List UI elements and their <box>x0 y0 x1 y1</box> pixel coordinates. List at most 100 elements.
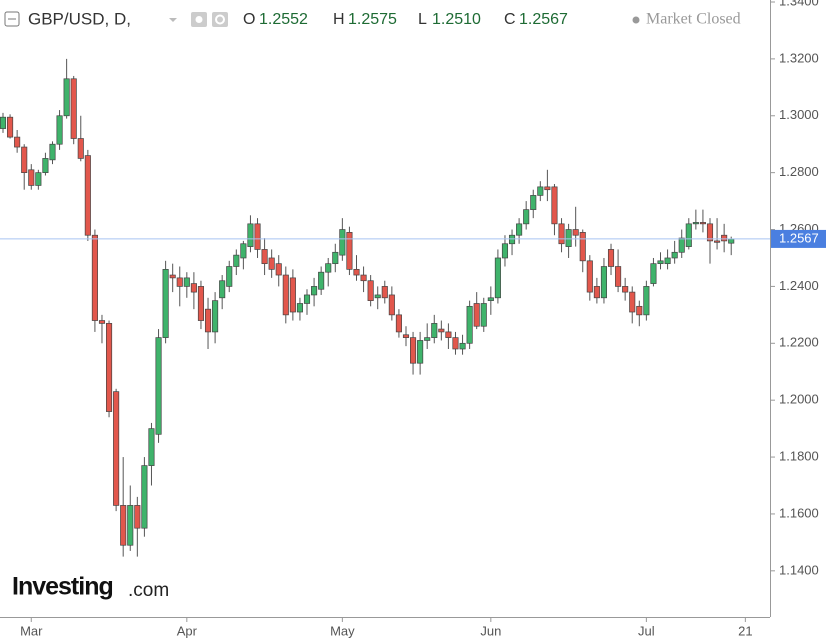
candle-body <box>141 465 148 529</box>
candle-body <box>544 186 551 191</box>
header-bar <box>0 0 768 38</box>
candle-body <box>586 260 593 293</box>
candle-body <box>607 249 615 267</box>
candle-body <box>268 257 275 270</box>
candle-body <box>212 300 219 333</box>
ohlc-name: O <box>243 11 255 28</box>
candle-body <box>113 391 120 506</box>
candle-body <box>459 342 466 350</box>
candle-body <box>381 286 388 299</box>
candle-body <box>388 294 395 316</box>
candle-body <box>523 209 530 225</box>
watermark-suffix: .com <box>128 580 169 601</box>
candle-body <box>367 280 374 301</box>
candle-body <box>395 314 402 333</box>
x-tick-label: Apr <box>177 623 198 638</box>
candle-body <box>410 337 417 364</box>
candle-body <box>261 249 268 265</box>
candle-body <box>0 116 7 129</box>
candle-body <box>438 328 445 333</box>
y-tick-label: 1.2000 <box>779 392 819 407</box>
collapse-button[interactable] <box>4 11 20 27</box>
candle-body <box>127 505 134 546</box>
candle-body <box>98 320 106 324</box>
candle-body <box>204 308 212 333</box>
candle-body <box>49 143 56 161</box>
x-tick-label: Jun <box>480 623 501 638</box>
status-dot <box>632 16 640 24</box>
candle-body <box>678 237 685 253</box>
candle-body <box>303 294 311 304</box>
candle-body <box>339 229 346 256</box>
candle-body <box>480 303 487 327</box>
candle-body <box>275 263 282 276</box>
candle-body <box>183 277 190 287</box>
candle-body <box>714 240 721 243</box>
ohlc-value: 1.2575 <box>348 11 397 28</box>
candle-body <box>487 297 494 301</box>
y-tick-label: 1.1600 <box>779 505 819 520</box>
candle-body <box>501 243 509 259</box>
candle-body <box>417 340 424 364</box>
candle-body <box>148 428 155 466</box>
candle-body <box>579 232 586 262</box>
x-tick-label: May <box>330 623 355 638</box>
y-tick-label: 1.2800 <box>779 164 819 179</box>
settings-icon-gear <box>215 14 225 25</box>
candle-body <box>636 305 643 316</box>
candle-body <box>197 286 205 321</box>
x-tick-label: 21 <box>738 623 752 638</box>
x-tick-label: Jul <box>638 623 655 638</box>
candle-body <box>664 257 671 265</box>
candle-body <box>84 155 91 236</box>
candle-body <box>42 158 49 173</box>
candle-body <box>254 223 261 250</box>
candle-body <box>7 116 14 138</box>
ohlc-value: 1.2510 <box>432 11 481 28</box>
candle-body <box>530 195 537 210</box>
candle-body <box>282 274 289 316</box>
candle-body <box>155 337 162 435</box>
candle-body <box>558 223 565 245</box>
settings-icon[interactable] <box>212 12 228 27</box>
candle-body <box>699 222 706 225</box>
candle-body <box>176 277 183 287</box>
candle-body <box>650 263 657 284</box>
eye-icon-pupil <box>195 16 203 23</box>
plot-area <box>0 58 735 557</box>
candle-body <box>473 303 480 327</box>
dropdown-arrow[interactable] <box>169 18 177 22</box>
candle-body <box>91 234 98 321</box>
candle-body <box>537 186 544 196</box>
candle-body <box>353 268 360 276</box>
y-tick-label: 1.3000 <box>779 107 819 122</box>
candle-body <box>671 251 678 259</box>
y-tick-label: 1.3400 <box>779 0 819 8</box>
candle-body <box>63 78 70 117</box>
candle-body <box>692 222 699 225</box>
candle-body <box>615 266 622 287</box>
y-tick-label: 1.2200 <box>779 335 819 350</box>
candle-body <box>445 331 452 338</box>
candle-body <box>247 223 254 247</box>
last-price-label: 1.2567 <box>779 230 819 245</box>
candle-body <box>318 271 325 290</box>
candle-body <box>169 274 176 279</box>
candle-body <box>162 268 169 338</box>
candle-body <box>360 274 367 282</box>
candle-body <box>240 243 247 259</box>
y-tick-label: 1.3200 <box>779 50 819 65</box>
x-tick-label: Mar <box>20 623 43 638</box>
candle-body <box>289 277 296 313</box>
candle-body <box>35 172 42 186</box>
symbol-title: GBP/USD, D, <box>28 9 131 28</box>
last-price-box <box>771 229 826 248</box>
candle-body <box>706 223 714 242</box>
ohlc-value: 1.2552 <box>259 11 308 28</box>
candle-body <box>296 303 303 313</box>
candle-body <box>452 337 459 350</box>
candle-body <box>572 229 579 236</box>
y-tick-label: 1.1800 <box>779 449 819 464</box>
candle-body <box>134 505 141 529</box>
